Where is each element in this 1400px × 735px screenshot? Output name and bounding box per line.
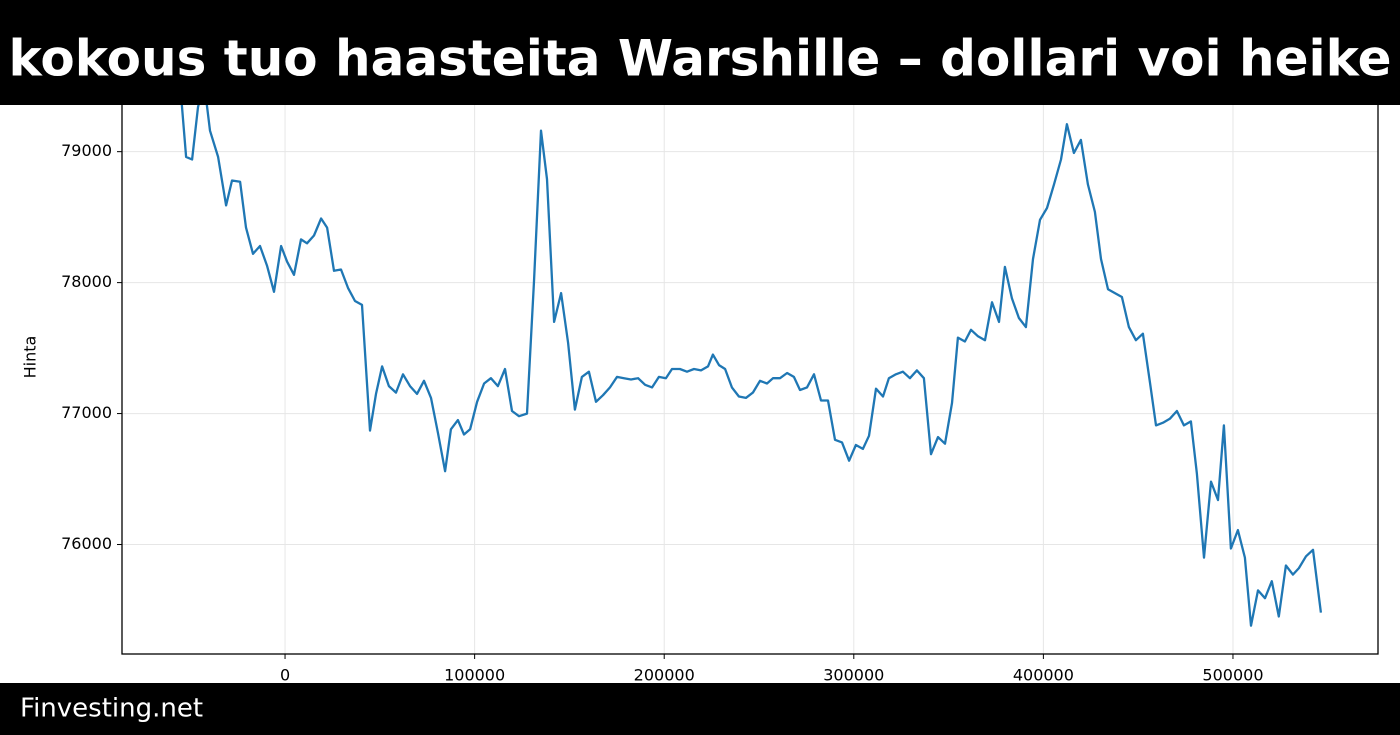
x-tick-label: 300000 — [823, 666, 884, 685]
x-tick-label: 0 — [280, 666, 290, 685]
x-tick-label: 400000 — [1013, 666, 1074, 685]
footer-bar — [0, 683, 1400, 735]
y-tick-label: 78000 — [61, 272, 112, 291]
y-tick-label: 79000 — [61, 141, 112, 160]
banner-title: kokous tuo haasteita Warshille – dollari… — [9, 30, 1392, 88]
price-line — [178, 81, 1323, 627]
plot-area: 76000 77000 78000 79000 0 100000 200000 300000 4… — [61, 60, 1378, 685]
y-tick-label: 76000 — [61, 534, 112, 553]
y-axis-label: Hinta — [21, 336, 40, 379]
x-tick-label: 200000 — [634, 666, 695, 685]
y-tick-label: 77000 — [61, 403, 112, 422]
x-tick-label: 100000 — [444, 666, 505, 685]
footer-brand: Finvesting.net — [20, 694, 203, 724]
x-tick-label: 500000 — [1202, 666, 1263, 685]
plot-frame — [121, 59, 1379, 655]
title-banner — [0, 0, 1400, 105]
